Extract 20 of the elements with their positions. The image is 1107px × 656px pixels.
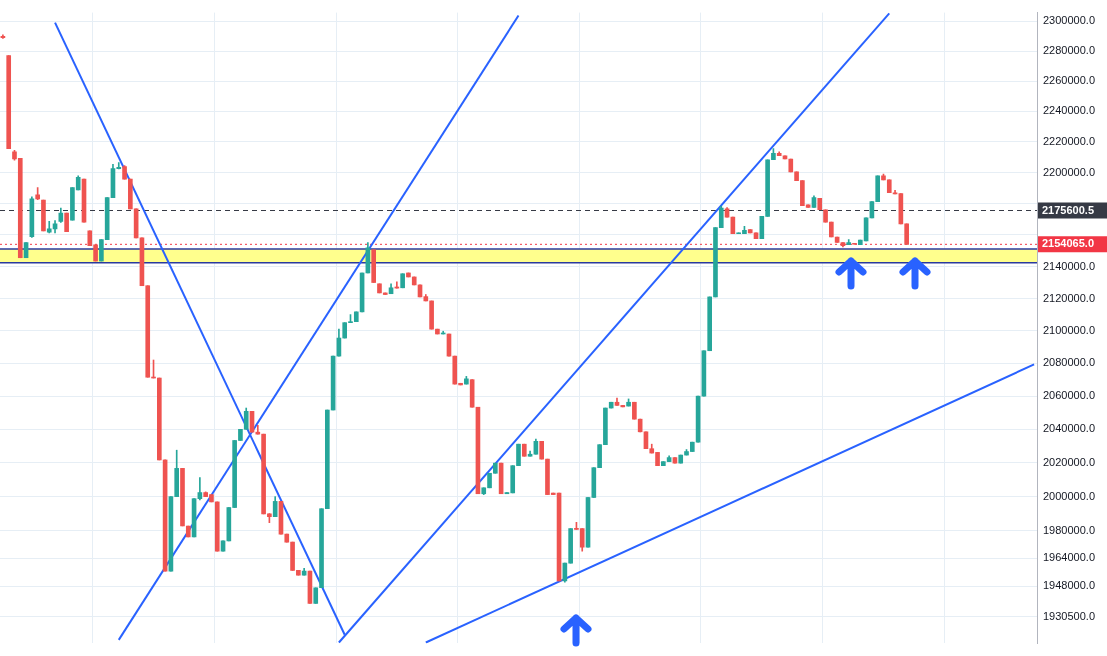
y-tick-label: 1930500.0 bbox=[1043, 609, 1095, 622]
y-tick-label: 1948000.0 bbox=[1043, 579, 1095, 592]
y-tick-label: 1964000.0 bbox=[1043, 551, 1095, 564]
y-tick-label: 2100000.0 bbox=[1043, 323, 1095, 336]
y-tick-label: 2200000.0 bbox=[1043, 165, 1095, 178]
y-tick-label: 2240000.0 bbox=[1043, 104, 1095, 117]
y-tick-label: 2040000.0 bbox=[1043, 422, 1095, 435]
y-tick-label: 2080000.0 bbox=[1043, 356, 1095, 369]
y-tick-label: 2020000.0 bbox=[1043, 455, 1095, 468]
y-tick-label: 2260000.0 bbox=[1043, 74, 1095, 87]
y-tick-label: 2300000.0 bbox=[1043, 14, 1095, 27]
y-tick-label: 2220000.0 bbox=[1043, 134, 1095, 147]
y-tick-label: 2000000.0 bbox=[1043, 489, 1095, 502]
y-tick-label: 1980000.0 bbox=[1043, 523, 1095, 536]
y-tick-label: 2140000.0 bbox=[1043, 259, 1095, 272]
ref-line-label: 2175600.5 bbox=[1042, 203, 1094, 216]
y-tick-label: 2060000.0 bbox=[1043, 389, 1095, 402]
y-tick-label: 2120000.0 bbox=[1043, 291, 1095, 304]
ref-line-label: 2154065.0 bbox=[1042, 237, 1094, 250]
y-tick-label: 2280000.0 bbox=[1043, 44, 1095, 57]
